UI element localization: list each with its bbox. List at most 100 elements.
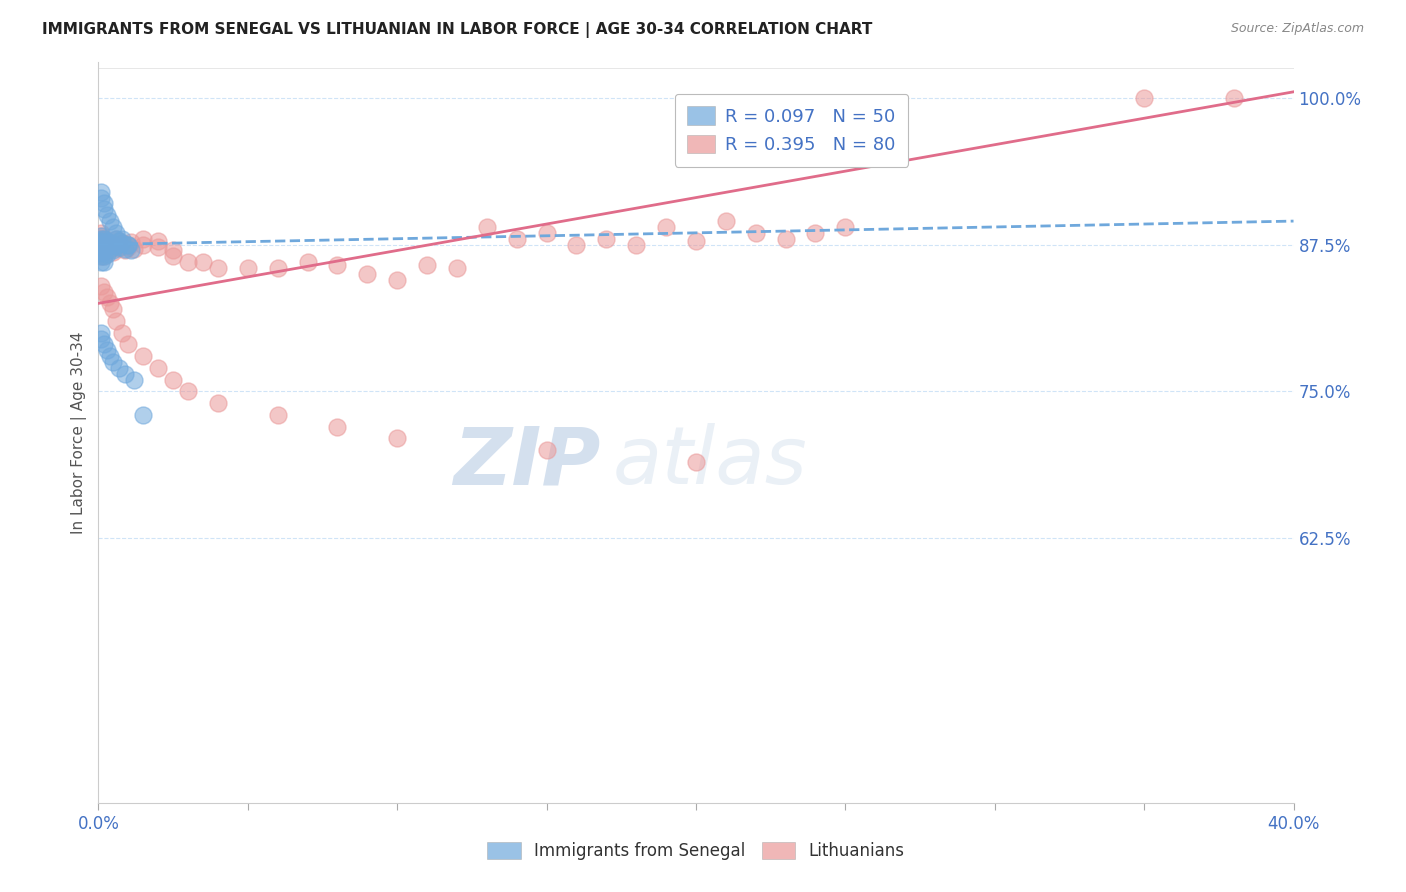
Point: [98, 242, 122, 256]
Point: [267, 261, 290, 276]
Point: [117, 237, 139, 252]
Point: [297, 255, 319, 269]
Text: IMMIGRANTS FROM SENEGAL VS LITHUANIAN IN LABOR FORCE | AGE 30-34 CORRELATION CHA: IMMIGRANTS FROM SENEGAL VS LITHUANIAN IN…: [42, 22, 873, 38]
Point: [117, 237, 139, 252]
Point: [111, 236, 134, 251]
Point: [103, 237, 125, 252]
Point: [536, 226, 558, 240]
Point: [132, 237, 155, 252]
Point: [90, 236, 112, 251]
Point: [90, 249, 112, 263]
Point: [90, 232, 112, 246]
Point: [326, 419, 349, 434]
Point: [108, 240, 131, 254]
Point: [90, 234, 112, 248]
Point: [506, 232, 529, 246]
Point: [96, 343, 118, 358]
Point: [96, 234, 118, 248]
Point: [108, 234, 131, 248]
Point: [117, 237, 139, 252]
Point: [114, 244, 136, 258]
Point: [98, 296, 122, 310]
Point: [120, 244, 142, 258]
Point: [565, 237, 588, 252]
Point: [90, 245, 112, 260]
Point: [177, 384, 200, 399]
Point: [124, 242, 146, 256]
Point: [90, 241, 112, 255]
Text: atlas: atlas: [613, 423, 807, 501]
Point: [117, 337, 139, 351]
Point: [326, 258, 349, 272]
Point: [105, 239, 128, 253]
Point: [90, 249, 112, 263]
Point: [93, 249, 115, 263]
Point: [98, 236, 122, 251]
Point: [98, 244, 122, 258]
Point: [1223, 91, 1246, 105]
Point: [132, 408, 155, 422]
Point: [775, 232, 797, 246]
Point: [98, 236, 122, 251]
Point: [207, 396, 229, 410]
Point: [90, 244, 112, 258]
Point: [93, 232, 115, 246]
Point: [105, 226, 128, 240]
Point: [103, 237, 125, 252]
Point: [96, 240, 118, 254]
Point: [103, 219, 125, 234]
Point: [90, 255, 112, 269]
Text: Source: ZipAtlas.com: Source: ZipAtlas.com: [1230, 22, 1364, 36]
Point: [90, 245, 112, 260]
Point: [90, 232, 112, 246]
Point: [93, 237, 115, 252]
Point: [446, 261, 468, 276]
Legend: Immigrants from Senegal, Lithuanians: Immigrants from Senegal, Lithuanians: [479, 834, 912, 869]
Point: [111, 236, 134, 251]
Point: [117, 240, 139, 254]
Point: [475, 219, 498, 234]
Point: [162, 244, 184, 258]
Point: [536, 443, 558, 458]
Point: [90, 241, 112, 255]
Point: [93, 249, 115, 263]
Point: [96, 234, 118, 248]
Point: [655, 219, 678, 234]
Point: [1133, 91, 1156, 105]
Point: [96, 290, 118, 304]
Point: [93, 337, 115, 351]
Point: [595, 232, 617, 246]
Point: [90, 229, 112, 244]
Point: [93, 237, 115, 252]
Point: [745, 226, 768, 240]
Point: [90, 244, 112, 258]
Point: [103, 244, 125, 259]
Point: [416, 258, 439, 272]
Point: [90, 191, 112, 205]
Point: [385, 273, 409, 287]
Point: [90, 237, 112, 252]
Point: [177, 255, 200, 269]
Point: [162, 373, 184, 387]
Point: [114, 242, 136, 256]
Point: [120, 235, 142, 250]
Point: [207, 261, 229, 276]
Point: [96, 241, 118, 255]
Point: [105, 232, 128, 246]
Point: [626, 237, 648, 252]
Point: [90, 278, 112, 293]
Point: [90, 326, 112, 340]
Point: [108, 361, 131, 376]
Point: [90, 229, 112, 244]
Point: [93, 244, 115, 258]
Point: [98, 349, 122, 363]
Point: [93, 255, 115, 269]
Point: [111, 326, 134, 340]
Point: [385, 432, 409, 446]
Point: [90, 332, 112, 346]
Point: [148, 234, 170, 248]
Point: [105, 239, 128, 253]
Point: [267, 408, 290, 422]
Point: [93, 202, 115, 217]
Point: [132, 232, 155, 246]
